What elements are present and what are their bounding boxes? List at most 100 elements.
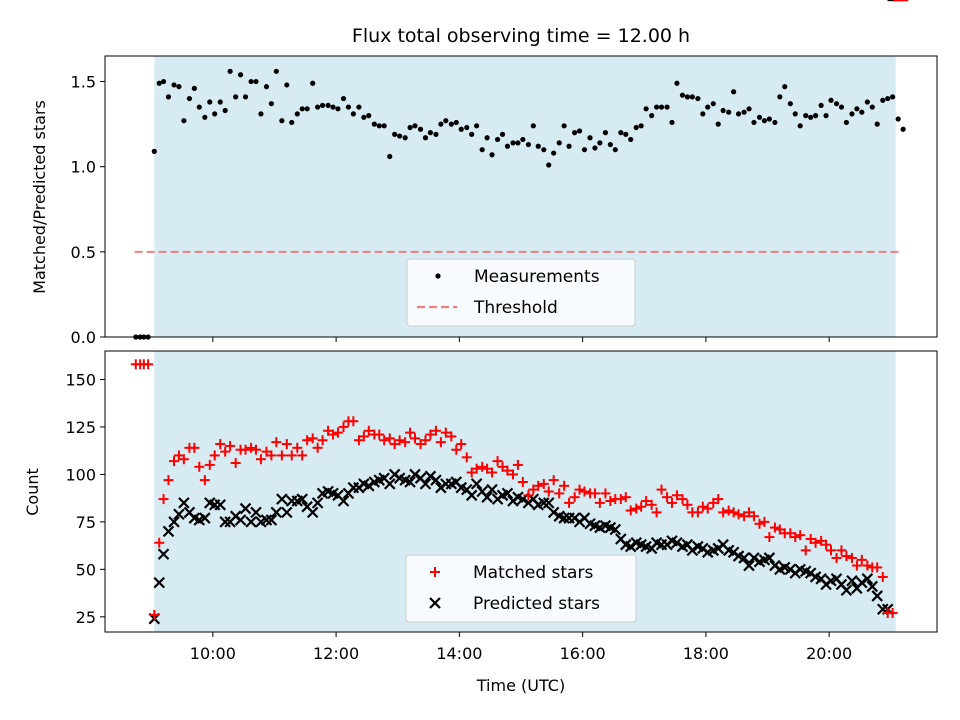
measurement-point bbox=[812, 113, 819, 119]
matched-point bbox=[589, 488, 600, 499]
chart-title: Flux total observing time = 12.00 h bbox=[352, 25, 690, 47]
measurement-point bbox=[258, 111, 264, 117]
matched-point bbox=[312, 442, 323, 453]
count-y-tick-label: 100 bbox=[65, 465, 96, 484]
matched-point bbox=[666, 497, 677, 508]
measurement-point bbox=[279, 118, 285, 124]
predicted-point bbox=[199, 512, 211, 524]
matched-point bbox=[887, 608, 898, 619]
matched-point bbox=[600, 488, 611, 499]
predicted-point bbox=[558, 512, 570, 524]
matched-point bbox=[209, 450, 220, 461]
measurement-point bbox=[366, 113, 372, 119]
measurement-point bbox=[525, 141, 531, 148]
measurement-point bbox=[273, 68, 279, 74]
measurement-point bbox=[345, 104, 352, 110]
matched-point bbox=[836, 545, 847, 556]
measurement-point bbox=[151, 148, 157, 154]
measurement-point bbox=[289, 119, 295, 126]
matched-point bbox=[240, 444, 251, 455]
measurement-point bbox=[649, 113, 655, 119]
matched-point bbox=[790, 532, 801, 543]
matched-point bbox=[636, 501, 647, 512]
matched-point bbox=[831, 552, 842, 563]
matched-point bbox=[271, 437, 282, 448]
measurement-point bbox=[756, 114, 763, 120]
matched-point bbox=[764, 532, 775, 543]
matched-point bbox=[149, 609, 160, 620]
count-y-tick-label: 75 bbox=[76, 513, 96, 532]
measurement-point bbox=[248, 78, 254, 85]
measurement-point bbox=[797, 123, 803, 129]
measurement-point bbox=[551, 150, 557, 156]
matched-point bbox=[564, 497, 575, 508]
measurement-point bbox=[664, 104, 670, 110]
predicted-point bbox=[609, 523, 622, 536]
matched-point bbox=[718, 507, 729, 518]
matched-point bbox=[456, 439, 467, 450]
ratio-y-tick-label: 0.5 bbox=[71, 243, 96, 262]
matched-point bbox=[400, 437, 411, 448]
predicted-point bbox=[866, 580, 879, 593]
measurement-point bbox=[885, 95, 891, 102]
predicted-point bbox=[763, 552, 776, 564]
x-axis-label: Time (UTC) bbox=[476, 676, 565, 695]
predicted-point bbox=[424, 470, 437, 483]
measurement-point bbox=[638, 123, 644, 129]
predicted-point bbox=[486, 483, 498, 496]
measurement-point bbox=[731, 89, 737, 95]
matched-point bbox=[394, 435, 405, 446]
matched-point bbox=[846, 552, 857, 563]
predicted-point bbox=[465, 489, 478, 502]
matched-point bbox=[872, 562, 883, 573]
matched-point bbox=[276, 450, 287, 461]
measurement-point bbox=[808, 114, 814, 120]
predicted-point bbox=[234, 514, 247, 526]
measurement-point bbox=[186, 95, 193, 102]
predicted-point bbox=[362, 480, 375, 492]
matched-point bbox=[409, 433, 420, 444]
measurement-point bbox=[741, 109, 747, 115]
count-legend: Matched stars Predicted stars bbox=[405, 554, 637, 623]
measurement-point bbox=[572, 130, 578, 136]
matched-point bbox=[656, 484, 667, 495]
measurement-point bbox=[592, 145, 598, 151]
measurement-point bbox=[484, 135, 490, 141]
measurement-point bbox=[165, 94, 172, 100]
matched-point bbox=[477, 461, 488, 472]
measurement-point bbox=[268, 101, 274, 107]
measurement-point bbox=[823, 113, 829, 119]
measurement-point bbox=[777, 94, 783, 100]
matched-point bbox=[297, 450, 308, 461]
measurement-point bbox=[726, 109, 732, 115]
matched-point bbox=[461, 452, 472, 463]
predicted-point bbox=[153, 576, 166, 589]
measurement-point bbox=[803, 113, 809, 119]
count-y-tick-label: 50 bbox=[76, 560, 96, 579]
matched-point bbox=[292, 442, 303, 453]
predicted-point bbox=[296, 493, 308, 505]
measurement-point bbox=[453, 119, 459, 126]
matched-point bbox=[220, 446, 231, 457]
x-tick-label: 20:00 bbox=[806, 644, 852, 663]
measurement-point bbox=[700, 111, 706, 117]
measurement-point bbox=[597, 140, 603, 146]
measurement-point bbox=[864, 99, 870, 105]
measurement-point bbox=[233, 94, 239, 100]
matched-point bbox=[692, 507, 703, 518]
predicted-point bbox=[214, 499, 227, 511]
matched-point bbox=[625, 505, 636, 516]
matched-point bbox=[579, 486, 590, 497]
matched-point bbox=[713, 494, 724, 505]
measurement-point bbox=[828, 97, 834, 103]
matched-point bbox=[358, 431, 369, 442]
measurement-point bbox=[895, 116, 901, 122]
ratio-legend-box bbox=[406, 258, 636, 327]
legend-predicted-label: Predicted stars bbox=[473, 594, 600, 614]
measurement-point bbox=[407, 124, 413, 131]
matched-point bbox=[225, 440, 236, 451]
matched-point bbox=[281, 439, 292, 450]
measurement-point bbox=[381, 123, 387, 129]
x-tick-label: 18:00 bbox=[683, 644, 729, 663]
measurement-point bbox=[674, 80, 680, 86]
